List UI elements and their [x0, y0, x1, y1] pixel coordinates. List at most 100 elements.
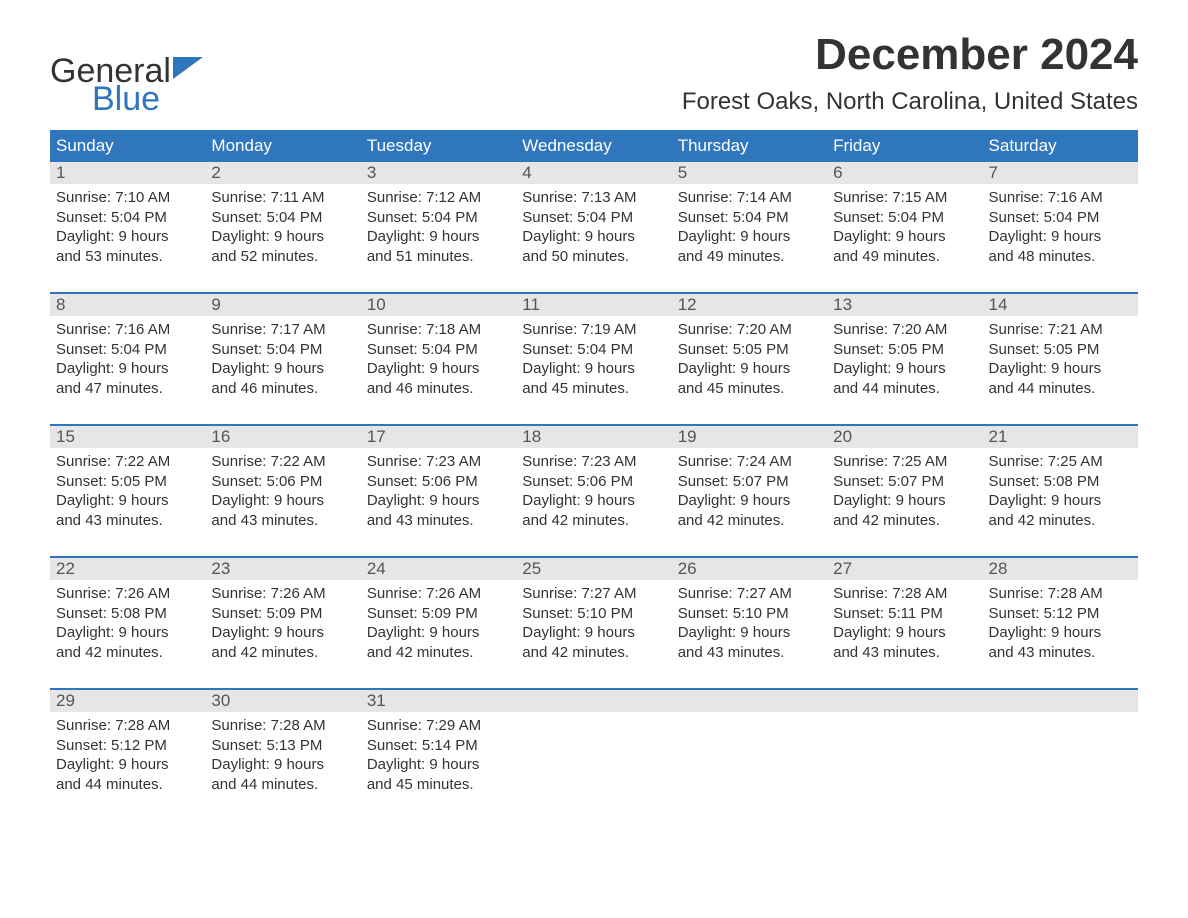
daylight-line1: Daylight: 9 hours [367, 623, 510, 643]
day-number [672, 690, 827, 712]
sunset-text: Sunset: 5:07 PM [833, 472, 976, 492]
daylight-line1: Daylight: 9 hours [56, 491, 199, 511]
day-header-saturday: Saturday [983, 130, 1138, 162]
sunrise-text: Sunrise: 7:13 AM [522, 188, 665, 208]
day-number: 21 [983, 426, 1138, 448]
day-number: 22 [50, 558, 205, 580]
calendar-header-row: Sunday Monday Tuesday Wednesday Thursday… [50, 130, 1138, 162]
calendar-day-cell: 17Sunrise: 7:23 AMSunset: 5:06 PMDayligh… [361, 426, 516, 544]
daylight-line2: and 43 minutes. [211, 511, 354, 531]
sunrise-text: Sunrise: 7:24 AM [678, 452, 821, 472]
daylight-line2: and 50 minutes. [522, 247, 665, 267]
calendar-day-cell: 6Sunrise: 7:15 AMSunset: 5:04 PMDaylight… [827, 162, 982, 280]
daylight-line2: and 43 minutes. [678, 643, 821, 663]
sunset-text: Sunset: 5:13 PM [211, 736, 354, 756]
sunset-text: Sunset: 5:09 PM [367, 604, 510, 624]
sunset-text: Sunset: 5:06 PM [522, 472, 665, 492]
day-header-friday: Friday [827, 130, 982, 162]
sunset-text: Sunset: 5:06 PM [367, 472, 510, 492]
daylight-line2: and 44 minutes. [211, 775, 354, 795]
daylight-line1: Daylight: 9 hours [522, 227, 665, 247]
calendar-day-cell: 12Sunrise: 7:20 AMSunset: 5:05 PMDayligh… [672, 294, 827, 412]
daylight-line1: Daylight: 9 hours [678, 359, 821, 379]
sunrise-text: Sunrise: 7:18 AM [367, 320, 510, 340]
calendar-day-cell: 26Sunrise: 7:27 AMSunset: 5:10 PMDayligh… [672, 558, 827, 676]
day-body: Sunrise: 7:22 AMSunset: 5:06 PMDaylight:… [205, 448, 360, 530]
day-number: 8 [50, 294, 205, 316]
calendar-day-cell: 19Sunrise: 7:24 AMSunset: 5:07 PMDayligh… [672, 426, 827, 544]
daylight-line1: Daylight: 9 hours [367, 755, 510, 775]
calendar-week: 22Sunrise: 7:26 AMSunset: 5:08 PMDayligh… [50, 556, 1138, 676]
sunset-text: Sunset: 5:06 PM [211, 472, 354, 492]
day-body: Sunrise: 7:22 AMSunset: 5:05 PMDaylight:… [50, 448, 205, 530]
month-title: December 2024 [682, 30, 1138, 80]
daylight-line1: Daylight: 9 hours [211, 755, 354, 775]
sunset-text: Sunset: 5:04 PM [989, 208, 1132, 228]
day-body: Sunrise: 7:24 AMSunset: 5:07 PMDaylight:… [672, 448, 827, 530]
day-header-thursday: Thursday [672, 130, 827, 162]
day-body: Sunrise: 7:20 AMSunset: 5:05 PMDaylight:… [827, 316, 982, 398]
sunrise-text: Sunrise: 7:27 AM [522, 584, 665, 604]
daylight-line1: Daylight: 9 hours [833, 623, 976, 643]
sunrise-text: Sunrise: 7:17 AM [211, 320, 354, 340]
day-body: Sunrise: 7:21 AMSunset: 5:05 PMDaylight:… [983, 316, 1138, 398]
day-body: Sunrise: 7:28 AMSunset: 5:12 PMDaylight:… [983, 580, 1138, 662]
daylight-line1: Daylight: 9 hours [367, 227, 510, 247]
day-header-monday: Monday [205, 130, 360, 162]
sunrise-text: Sunrise: 7:23 AM [367, 452, 510, 472]
day-number: 6 [827, 162, 982, 184]
day-number: 16 [205, 426, 360, 448]
daylight-line1: Daylight: 9 hours [367, 359, 510, 379]
day-body: Sunrise: 7:16 AMSunset: 5:04 PMDaylight:… [50, 316, 205, 398]
day-header-sunday: Sunday [50, 130, 205, 162]
sunset-text: Sunset: 5:12 PM [56, 736, 199, 756]
daylight-line2: and 44 minutes. [56, 775, 199, 795]
sunset-text: Sunset: 5:04 PM [833, 208, 976, 228]
sunrise-text: Sunrise: 7:12 AM [367, 188, 510, 208]
daylight-line2: and 43 minutes. [989, 643, 1132, 663]
day-body: Sunrise: 7:28 AMSunset: 5:12 PMDaylight:… [50, 712, 205, 794]
day-body: Sunrise: 7:26 AMSunset: 5:09 PMDaylight:… [361, 580, 516, 662]
sunset-text: Sunset: 5:12 PM [989, 604, 1132, 624]
calendar: Sunday Monday Tuesday Wednesday Thursday… [50, 130, 1138, 808]
day-number: 1 [50, 162, 205, 184]
title-block: December 2024 Forest Oaks, North Carolin… [682, 30, 1138, 116]
day-body: Sunrise: 7:16 AMSunset: 5:04 PMDaylight:… [983, 184, 1138, 266]
daylight-line1: Daylight: 9 hours [56, 755, 199, 775]
day-header-wednesday: Wednesday [516, 130, 671, 162]
calendar-week: 29Sunrise: 7:28 AMSunset: 5:12 PMDayligh… [50, 688, 1138, 808]
sunrise-text: Sunrise: 7:19 AM [522, 320, 665, 340]
day-number: 25 [516, 558, 671, 580]
day-body: Sunrise: 7:25 AMSunset: 5:08 PMDaylight:… [983, 448, 1138, 530]
day-number: 4 [516, 162, 671, 184]
day-body: Sunrise: 7:17 AMSunset: 5:04 PMDaylight:… [205, 316, 360, 398]
sunrise-text: Sunrise: 7:15 AM [833, 188, 976, 208]
day-body: Sunrise: 7:29 AMSunset: 5:14 PMDaylight:… [361, 712, 516, 794]
calendar-day-cell: 1Sunrise: 7:10 AMSunset: 5:04 PMDaylight… [50, 162, 205, 280]
sunrise-text: Sunrise: 7:26 AM [56, 584, 199, 604]
day-body: Sunrise: 7:27 AMSunset: 5:10 PMDaylight:… [672, 580, 827, 662]
daylight-line2: and 42 minutes. [211, 643, 354, 663]
daylight-line2: and 49 minutes. [678, 247, 821, 267]
daylight-line1: Daylight: 9 hours [833, 359, 976, 379]
calendar-day-cell: 8Sunrise: 7:16 AMSunset: 5:04 PMDaylight… [50, 294, 205, 412]
sunrise-text: Sunrise: 7:20 AM [833, 320, 976, 340]
day-number: 19 [672, 426, 827, 448]
calendar-day-cell: 27Sunrise: 7:28 AMSunset: 5:11 PMDayligh… [827, 558, 982, 676]
calendar-day-cell: 15Sunrise: 7:22 AMSunset: 5:05 PMDayligh… [50, 426, 205, 544]
calendar-day-cell: 25Sunrise: 7:27 AMSunset: 5:10 PMDayligh… [516, 558, 671, 676]
calendar-day-cell: 5Sunrise: 7:14 AMSunset: 5:04 PMDaylight… [672, 162, 827, 280]
day-number [983, 690, 1138, 712]
calendar-week: 1Sunrise: 7:10 AMSunset: 5:04 PMDaylight… [50, 162, 1138, 280]
daylight-line2: and 42 minutes. [56, 643, 199, 663]
sunset-text: Sunset: 5:04 PM [678, 208, 821, 228]
sunset-text: Sunset: 5:04 PM [367, 340, 510, 360]
logo-text-blue: Blue [92, 82, 160, 116]
sunset-text: Sunset: 5:04 PM [211, 208, 354, 228]
sunrise-text: Sunrise: 7:26 AM [367, 584, 510, 604]
day-body: Sunrise: 7:26 AMSunset: 5:09 PMDaylight:… [205, 580, 360, 662]
calendar-day-cell: 2Sunrise: 7:11 AMSunset: 5:04 PMDaylight… [205, 162, 360, 280]
calendar-week: 8Sunrise: 7:16 AMSunset: 5:04 PMDaylight… [50, 292, 1138, 412]
daylight-line1: Daylight: 9 hours [833, 491, 976, 511]
daylight-line1: Daylight: 9 hours [211, 359, 354, 379]
